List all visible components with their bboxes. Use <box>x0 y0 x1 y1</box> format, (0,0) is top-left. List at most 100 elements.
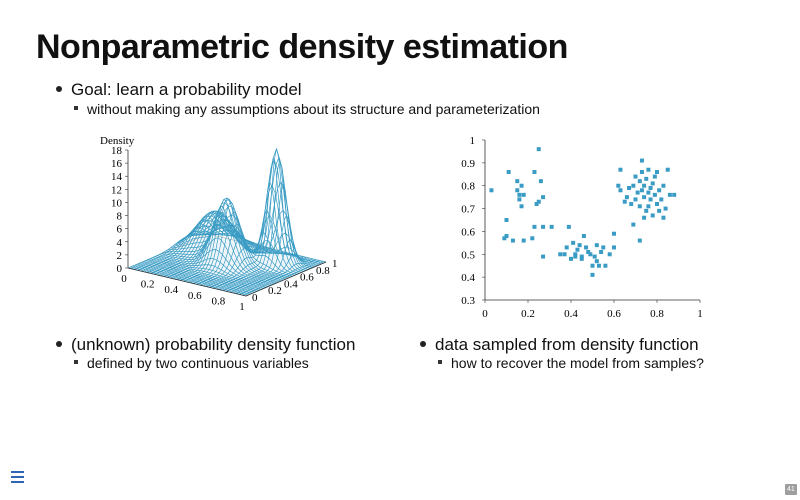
surface-y-tick-label: 0.8 <box>316 265 330 277</box>
scatter-point <box>519 183 524 188</box>
scatter-point <box>566 224 571 229</box>
scatter-point <box>515 188 520 193</box>
sub-bullet-goal-text: without making any assumptions about its… <box>87 101 540 117</box>
scatter-point <box>594 259 599 264</box>
scatter-point <box>581 234 586 238</box>
scatter-point <box>657 208 662 213</box>
surface-z-tick-label: 12 <box>111 184 122 196</box>
surface-line <box>131 233 212 270</box>
scatter-point <box>637 204 642 209</box>
sub-bullet-pdf-text: defined by two continuous variables <box>87 355 309 371</box>
scatter-point <box>657 188 662 193</box>
scatter-point <box>631 222 636 227</box>
scatter-point <box>504 234 509 238</box>
scatter-point <box>575 247 580 252</box>
surface-line <box>183 199 264 282</box>
scatter-y-tick-label: 1 <box>470 135 476 147</box>
sub-bullet-samples-text: how to recover the model from samples? <box>451 355 704 371</box>
bullet-dot-icon <box>56 340 62 347</box>
surface-z-tick-label: 16 <box>111 158 123 170</box>
hamburger-menu-icon[interactable] <box>11 471 24 483</box>
surface-y-tick-label: 0.4 <box>284 278 298 290</box>
bullet-pdf-text: (unknown) probability density function <box>71 335 356 354</box>
scatter-point <box>667 192 672 197</box>
scatter-point <box>642 183 647 188</box>
surface-line <box>163 215 245 277</box>
sample-scatter-chart: 0.3 0.4 0.5 0.6 0.7 0.8 0.9 1 0 0.2 0.4 0.6 0.8 1 <box>461 135 703 320</box>
scatter-point <box>532 224 537 229</box>
scatter-point <box>586 250 591 254</box>
scatter-point <box>588 252 593 257</box>
surface-line <box>127 233 209 269</box>
scatter-x-tick-label: 0.6 <box>607 308 621 320</box>
scatter-point <box>530 236 535 241</box>
scatter-point <box>517 197 522 202</box>
scatter-point <box>655 202 659 206</box>
scatter-point <box>521 238 526 243</box>
bullet-dot-icon <box>420 340 426 347</box>
scatter-point <box>633 174 638 179</box>
surface-line <box>144 219 225 273</box>
scatter-point <box>521 192 526 197</box>
bullet-samples-text: data sampled from density function <box>435 335 699 354</box>
bullet-goal: Goal: learn a probability model <box>56 80 302 100</box>
scatter-point <box>590 272 595 277</box>
scatter-point <box>612 231 616 236</box>
surface-x-tick-label: 0.2 <box>141 279 155 291</box>
surface-z-tick-label: 8 <box>117 211 123 223</box>
surface-line <box>226 214 307 292</box>
scatter-x-tick-label: 0.2 <box>521 308 535 320</box>
scatter-point <box>618 167 623 172</box>
scatter-point <box>635 190 640 195</box>
surface-y-tick-label: 0.6 <box>300 272 314 284</box>
scatter-point <box>564 245 569 250</box>
scatter-point <box>534 202 539 206</box>
scatter-point <box>655 170 659 174</box>
scatter-point <box>663 206 668 211</box>
scatter-point <box>502 236 507 241</box>
scatter-point <box>592 254 597 259</box>
surface-line <box>229 239 310 293</box>
scatter-point <box>579 254 584 259</box>
scatter-y-tick-label: 0.8 <box>461 181 475 193</box>
surface-y-tick-label: 0 <box>252 292 258 304</box>
scatter-point <box>639 158 644 163</box>
scatter-point <box>536 199 541 204</box>
scatter-point <box>519 204 524 209</box>
scatter-point <box>590 263 595 268</box>
surface-line <box>232 255 314 294</box>
scatter-y-tick-label: 0.5 <box>461 249 475 261</box>
surface-z-tick-label: 10 <box>111 197 123 209</box>
surface-line <box>239 260 320 295</box>
scatter-point <box>646 167 651 172</box>
scatter-point <box>599 250 604 254</box>
surface-z-tick-label: 0 <box>117 263 123 275</box>
surface-line <box>242 260 323 296</box>
scatter-point <box>661 183 666 188</box>
scatter-point <box>631 183 636 188</box>
surface-line <box>206 209 287 287</box>
scatter-point <box>607 252 612 257</box>
scatter-point <box>506 170 511 174</box>
surface-y-tick-label: 1 <box>332 258 338 270</box>
scatter-x-tick-label: 1 <box>697 308 703 320</box>
sub-bullet-square-icon <box>74 360 78 365</box>
surface-z-tick-label: 14 <box>111 171 123 183</box>
scatter-point <box>672 192 677 197</box>
scatter-y-tick-label: 0.6 <box>461 226 475 238</box>
bullet-goal-text: Goal: learn a probability model <box>71 80 302 99</box>
surface-line <box>209 180 291 288</box>
bullet-dot-icon <box>56 85 62 92</box>
scatter-point <box>569 256 573 261</box>
surface-x-tick-label: 1 <box>239 301 245 313</box>
surface-x-tick-label: 0.4 <box>164 284 178 296</box>
surface-line <box>180 205 261 281</box>
scatter-point <box>594 243 599 248</box>
surface-line <box>134 231 215 270</box>
scatter-point <box>504 218 509 222</box>
surface-line <box>157 210 238 276</box>
scatter-point <box>629 202 634 206</box>
scatter-point <box>538 179 543 184</box>
scatter-point <box>644 176 649 181</box>
sub-bullet-samples: how to recover the model from samples? <box>438 355 704 371</box>
